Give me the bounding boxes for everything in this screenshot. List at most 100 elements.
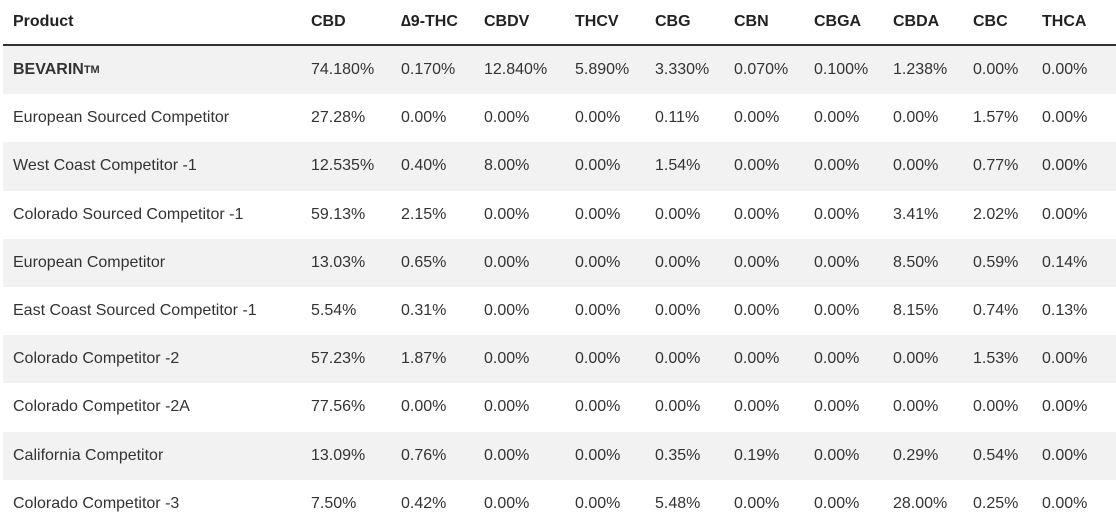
value-cell: 0.00% xyxy=(973,398,1019,416)
value-cell: 0.00% xyxy=(734,253,780,271)
value-cell: 0.00% xyxy=(734,302,780,320)
value-cell: 0.00% xyxy=(484,253,530,271)
product-cell: Colorado Competitor -2A xyxy=(13,383,190,431)
value-cell: 0.00% xyxy=(575,253,621,271)
value-cell: 0.00% xyxy=(401,398,447,416)
value-cell: 0.00% xyxy=(655,205,701,223)
value-cell: 0.00% xyxy=(1042,494,1088,512)
value-cell: 2.15% xyxy=(401,205,447,223)
value-cell: 57.23% xyxy=(311,350,366,368)
product-name: California Competitor xyxy=(13,446,164,464)
value-cell: 0.00% xyxy=(484,446,530,464)
value-cell: 0.11% xyxy=(655,109,700,127)
header-cell: THCA xyxy=(1042,13,1087,30)
value-cell: 12.535% xyxy=(311,157,375,175)
value-cell: 0.25% xyxy=(973,494,1019,512)
value-cell: 0.31% xyxy=(401,302,447,320)
product-name: BEVARIN xyxy=(13,61,84,79)
value-cell: 0.19% xyxy=(734,446,780,464)
table-row: European Sourced Competitor 27.28% 0.00% 0.… xyxy=(3,94,1116,143)
value-cell: 1.238% xyxy=(893,61,948,79)
value-cell: 0.40% xyxy=(401,157,447,175)
value-cell: 0.00% xyxy=(734,494,780,512)
value-cell: 8.50% xyxy=(893,253,939,271)
table-row: California Competitor 13.09% 0.76% 0.00% 0.0… xyxy=(3,431,1116,480)
value-cell: 0.00% xyxy=(484,109,530,127)
value-cell: 0.65% xyxy=(401,253,447,271)
value-cell: 12.840% xyxy=(484,61,548,79)
value-cell: 0.74% xyxy=(973,302,1019,320)
value-cell: 0.00% xyxy=(734,398,780,416)
value-cell: 27.28% xyxy=(311,109,366,127)
value-cell: 1.54% xyxy=(655,157,701,175)
product-name: East Coast Sourced Competitor -1 xyxy=(13,302,257,320)
product-name: Colorado Sourced Competitor -1 xyxy=(13,205,244,223)
value-cell: 0.00% xyxy=(734,205,780,223)
value-cell: 8.00% xyxy=(484,157,530,175)
value-cell: 0.00% xyxy=(575,205,621,223)
value-cell: 2.02% xyxy=(973,205,1019,223)
header-cell: Product xyxy=(13,13,74,30)
value-cell: 0.00% xyxy=(973,61,1019,79)
value-cell: 0.42% xyxy=(401,494,447,512)
value-cell: 0.14% xyxy=(1042,253,1088,271)
value-cell: 0.00% xyxy=(655,302,701,320)
value-cell: 0.29% xyxy=(893,446,939,464)
value-cell: 0.00% xyxy=(814,494,860,512)
table-row: Colorado Competitor -3 7.50% 0.42% 0.00% 0.0… xyxy=(3,479,1116,523)
header-cell: CBN xyxy=(734,13,769,30)
value-cell: 0.00% xyxy=(484,350,530,368)
value-cell: 0.00% xyxy=(814,446,860,464)
value-cell: 5.48% xyxy=(655,494,701,512)
value-cell: 1.87% xyxy=(401,350,447,368)
product-name: Colorado Competitor -2 xyxy=(13,350,180,368)
product-cell: European Sourced Competitor xyxy=(13,94,229,142)
product-cell: Colorado Competitor -3 xyxy=(13,480,179,523)
product-name: West Coast Competitor -1 xyxy=(13,157,197,175)
value-cell: 0.00% xyxy=(655,398,701,416)
value-cell: 0.00% xyxy=(484,302,530,320)
header-cell: ∆9-THC xyxy=(401,13,458,30)
product-cell: West Coast Competitor -1 xyxy=(13,142,197,190)
header-cell: CBD xyxy=(311,13,346,30)
value-cell: 0.070% xyxy=(734,61,789,79)
table-row: Colorado Competitor -2A 77.56% 0.00% 0.00% 0… xyxy=(3,383,1116,432)
header-cell: THCV xyxy=(575,13,619,30)
product-cell: East Coast Sourced Competitor -1 xyxy=(13,287,257,335)
value-cell: 0.00% xyxy=(814,253,860,271)
header-cell: CBC xyxy=(973,13,1008,30)
value-cell: 74.180% xyxy=(311,61,375,79)
value-cell: 0.00% xyxy=(734,350,780,368)
value-cell: 0.00% xyxy=(1042,157,1088,175)
value-cell: 0.00% xyxy=(814,350,860,368)
product-cell: California Competitor xyxy=(13,432,163,480)
product-name: Colorado Competitor -3 xyxy=(13,494,180,512)
value-cell: 0.00% xyxy=(575,494,621,512)
value-cell: 77.56% xyxy=(311,398,366,416)
value-cell: 0.00% xyxy=(893,398,939,416)
value-cell: 0.00% xyxy=(575,109,621,127)
product-cell: European Competitor xyxy=(13,239,165,287)
product-cell: Colorado Competitor -2 xyxy=(13,335,179,383)
value-cell: 8.15% xyxy=(893,302,939,320)
value-cell: 0.00% xyxy=(734,109,780,127)
value-cell: 3.41% xyxy=(893,205,939,223)
value-cell: 7.50% xyxy=(311,494,357,512)
product-name: European Sourced Competitor xyxy=(13,109,230,127)
value-cell: 0.35% xyxy=(655,446,701,464)
value-cell: 0.00% xyxy=(893,109,939,127)
table-row: West Coast Competitor -1 12.535% 0.40% 8.00… xyxy=(3,142,1116,191)
value-cell: 5.890% xyxy=(575,61,630,79)
table-row: Colorado Competitor -2 57.23% 1.87% 0.00% 0.… xyxy=(3,335,1116,384)
header-cell: CBG xyxy=(655,13,691,30)
product-cell: Colorado Sourced Competitor -1 xyxy=(13,191,243,239)
value-cell: 13.03% xyxy=(311,253,366,271)
table-row: European Competitor 13.03% 0.65% 0.00% 0.00%… xyxy=(3,238,1116,287)
value-cell: 0.00% xyxy=(814,205,860,223)
value-cell: 0.00% xyxy=(1042,446,1088,464)
value-cell: 13.09% xyxy=(311,446,366,464)
value-cell: 0.00% xyxy=(734,157,780,175)
value-cell: 0.00% xyxy=(893,350,939,368)
value-cell: 0.00% xyxy=(1042,398,1088,416)
